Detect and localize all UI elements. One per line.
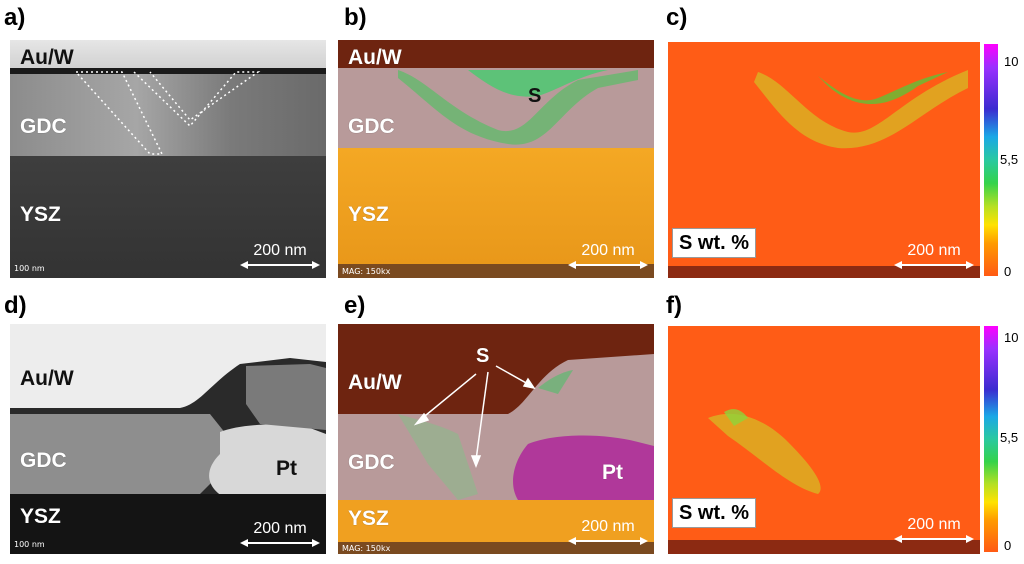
au-w-label-a: Au/W (20, 46, 74, 69)
au-w-label-b: Au/W (348, 46, 402, 69)
scale-text-e: 200 nm (581, 518, 635, 535)
colorbar-tick-0-f: 0 (1004, 538, 1012, 553)
s-concentration-f (708, 409, 821, 494)
scale-text-c: 200 nm (907, 242, 961, 259)
scale-text-b: 200 nm (581, 242, 635, 259)
ysz-layer-b (338, 148, 654, 264)
ysz-label-e: YSZ (348, 507, 389, 530)
small-scale-d: 100 nm (14, 540, 45, 549)
ysz-layer-a (10, 156, 326, 278)
scale-text-a: 200 nm (253, 242, 307, 259)
small-scale-a: 100 nm (14, 264, 45, 273)
scale-bar-f: 200 nm (894, 516, 974, 543)
pt-label-d: Pt (276, 457, 297, 480)
mag-text-b: MAG: 150kx (342, 267, 391, 276)
panel-label-d: d) (4, 292, 27, 319)
pt-label-e: Pt (602, 461, 623, 484)
panel-label-f: f) (666, 292, 682, 319)
tem-image-d: Au/W GDC Pt YSZ 200 nm 100 nm (10, 324, 326, 554)
scale-bar-b: 200 nm (568, 242, 648, 269)
colorbar-tick-10-c: 10 (1004, 54, 1019, 69)
gdc-layer-a (10, 74, 326, 156)
scale-bar-d: 200 nm (240, 520, 320, 547)
tem-structure-d (10, 358, 326, 554)
s-wt-map-f: S wt. % 200 nm (668, 326, 980, 554)
panel-label-a: a) (4, 4, 26, 31)
sulfur-label-b: S (528, 85, 542, 107)
au-w-layer-a (10, 40, 326, 70)
ysz-label-d: YSZ (20, 505, 61, 528)
colorbar-tick-10-f: 10 (1004, 330, 1019, 345)
scale-bar-a: 200 nm (240, 242, 320, 269)
ysz-label-b: YSZ (348, 203, 389, 226)
colorbar-f (984, 326, 998, 552)
sulfur-distribution-b (398, 70, 638, 145)
panel-label-c: c) (666, 4, 688, 31)
sulfur-arrows-e (413, 365, 536, 469)
scale-text-d: 200 nm (253, 520, 307, 537)
legend-label-c: S wt. % (672, 228, 757, 258)
gdc-label-e: GDC (348, 451, 395, 474)
ysz-label-a: YSZ (20, 203, 61, 226)
edx-map-b: Au/W S GDC YSZ 200 nm MAG: 150kx (338, 40, 654, 278)
legend-label-f: S wt. % (672, 498, 757, 528)
sulfur-label-e: S (476, 345, 490, 367)
scale-text-f: 200 nm (907, 516, 961, 533)
gdc-label-b: GDC (348, 115, 395, 138)
colorbar-tick-5-5-f: 5,5 (1000, 430, 1019, 445)
au-w-label-d: Au/W (20, 367, 74, 390)
mag-text-e: MAG: 150kx (342, 544, 391, 553)
grain-outline-overlay (75, 71, 261, 155)
gdc-label-d: GDC (20, 449, 67, 472)
tem-image-a: Au/W GDC YSZ 200 nm 100 nm (10, 40, 326, 278)
colorbar-tick-5-5-c: 5,5 (1000, 152, 1019, 167)
panel-label-b: b) (344, 4, 367, 31)
scale-bar-c: 200 nm (894, 242, 974, 269)
panel-label-e: e) (344, 292, 366, 319)
colorbar-c (984, 44, 998, 276)
edx-layers-e (338, 354, 654, 554)
edx-map-e: S Au/W GDC Pt YSZ 200 nm MAG: 150kx (338, 324, 654, 554)
interface-line-a (10, 68, 326, 74)
gdc-label-a: GDC (20, 115, 67, 138)
au-w-label-e: Au/W (348, 371, 402, 394)
s-wt-map-c: S wt. % 200 nm (668, 42, 980, 278)
scale-bar-e: 200 nm (568, 518, 648, 545)
s-concentration-c (754, 70, 968, 149)
colorbar-tick-0-c: 0 (1004, 264, 1012, 279)
bottom-strip-f (668, 540, 980, 554)
